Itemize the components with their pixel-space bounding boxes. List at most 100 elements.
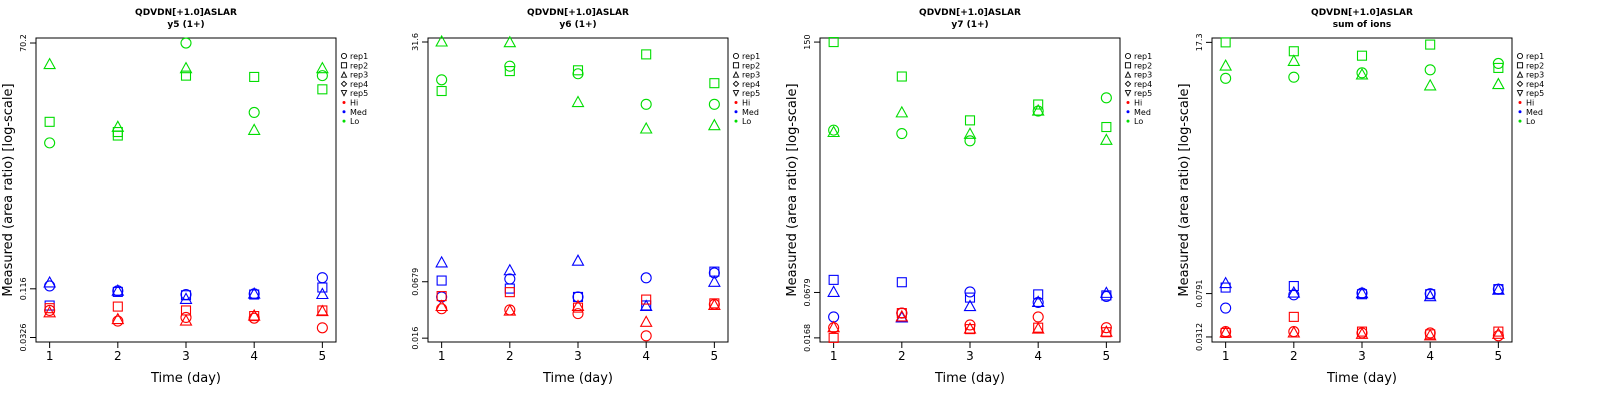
data-point [572,65,584,76]
legend-marker-square [340,62,348,69]
data-point [707,275,721,287]
x-tick-label: 2 [898,349,906,363]
legend-label: rep5 [1134,89,1152,98]
data-point [112,286,123,297]
legend-color-dot [342,101,346,104]
data-point [964,115,976,126]
legend-color-dot [734,119,738,123]
y-tick-label: 31.6 [411,33,420,51]
y-tick-label: 0.0679 [411,268,420,296]
data-point [964,135,976,147]
y-tick-label: 17.3 [1195,33,1204,51]
data-point [249,71,260,82]
data-point [503,303,517,316]
legend-marker-triangle-down [1516,90,1524,97]
data-point [639,315,653,327]
data-point [1356,326,1368,337]
data-point [1425,39,1436,50]
chart-title: QDVDN[+1.0]ASLAR [135,8,237,18]
series-hi [435,287,721,342]
data-point [641,294,652,305]
data-point [111,120,125,132]
series-med [827,274,1113,323]
data-point [503,35,517,48]
legend-label: Med [1134,108,1151,117]
y-axis-label: Measured (area ratio) [log-scale] [1,83,16,296]
legend-label: rep1 [1526,52,1544,61]
legend-color-dot [342,110,346,114]
data-point [180,311,192,323]
data-point [248,106,260,118]
data-point [249,289,260,300]
data-point [828,37,839,48]
legend-label: Hi [1134,99,1142,108]
legend-label: Hi [350,99,358,108]
data-point [709,78,720,89]
data-point [896,277,907,288]
legend-label: rep1 [350,52,368,61]
data-point [1355,67,1369,80]
data-point [1099,325,1113,337]
data-point [435,34,449,47]
data-point [895,309,909,322]
data-point [315,304,329,317]
legend-label: rep3 [350,71,368,80]
y-tick-label: 0.016 [411,327,420,350]
x-axis-label: Time (day) [150,371,221,386]
chart-subtitle: y6 (1+) [559,20,596,30]
series-hi [43,301,329,334]
data-point [964,292,976,303]
legend-marker-triangle-up [732,70,740,78]
data-point [1423,289,1437,302]
data-point [1423,78,1437,91]
data-point [964,286,976,298]
data-point [1287,325,1301,338]
data-point [828,311,840,323]
data-point [435,299,449,312]
data-point [641,49,652,60]
data-point [1355,286,1369,299]
legend-color-dot [734,101,738,104]
x-tick-label: 3 [1358,349,1366,363]
data-point [43,275,57,288]
data-point [896,128,908,140]
data-point [827,125,841,138]
data-point [247,308,261,321]
data-point [827,285,841,297]
x-tick-label: 1 [46,349,54,363]
data-point [44,116,55,127]
data-point [247,286,261,299]
data-point [179,292,193,304]
data-point [1219,276,1233,289]
data-point [180,37,192,49]
legend-label: rep2 [742,61,760,70]
data-point [1491,327,1505,339]
legend-marker-triangle-down [1124,90,1132,97]
data-point [112,301,123,312]
legend-color-dot [1126,101,1130,104]
data-point [317,282,328,293]
data-point [43,305,57,318]
x-tick-label: 4 [1426,349,1434,363]
legend-label: Lo [1134,117,1143,126]
data-point [1355,327,1369,339]
legend-label: Lo [742,117,751,126]
data-point [1033,322,1044,333]
legend-color-dot [734,110,738,114]
x-tick-label: 5 [1495,349,1503,363]
legend-label: rep2 [350,61,368,70]
data-point [436,74,448,86]
data-point [112,130,123,141]
data-point [709,266,720,277]
legend-label: Lo [350,117,359,126]
data-point [316,70,328,82]
legend-label: Hi [1526,99,1534,108]
series-lo [435,34,721,134]
data-point [1356,289,1368,300]
data-point [896,71,907,82]
data-point [1219,58,1233,71]
data-point [1031,295,1045,307]
legend-color-dot [1518,101,1522,104]
